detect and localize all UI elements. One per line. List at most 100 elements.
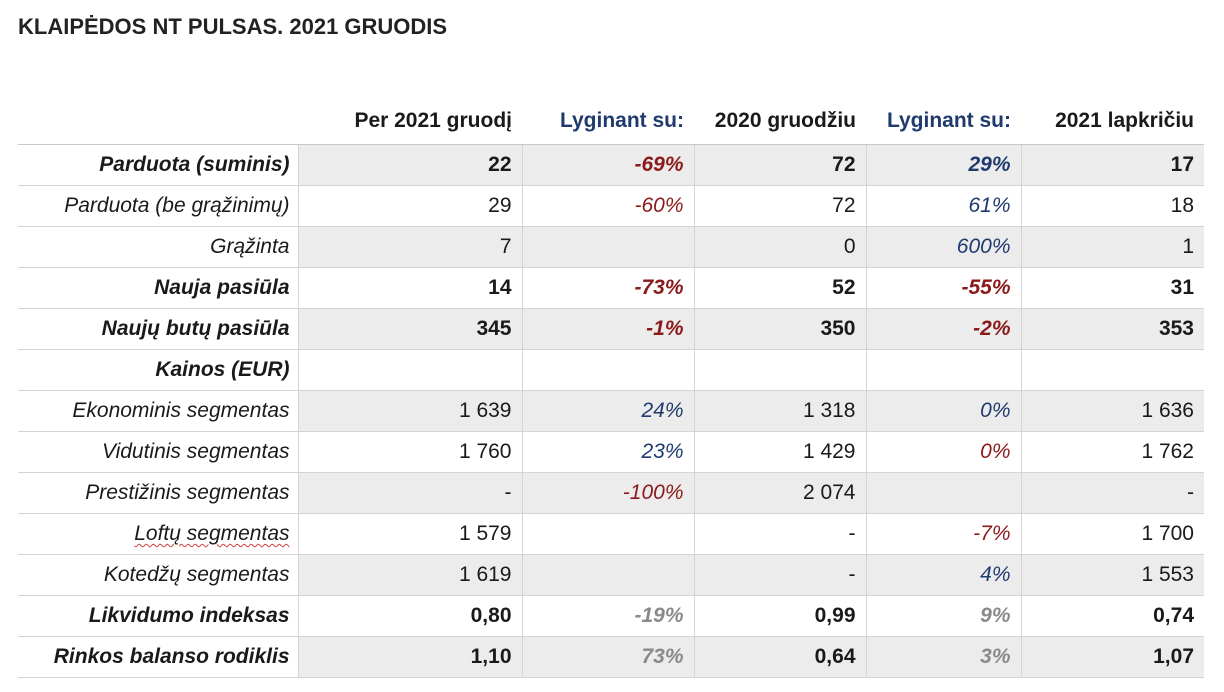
row-label-text: Grąžinta [210, 235, 290, 258]
cell-col-5: 1 762 [1020, 431, 1204, 473]
row-label-text: Prestižinis segmentas [85, 481, 290, 504]
table-row: Ekonominis segmentas 1 639 24% 1 318 0% 1 636 [18, 390, 1204, 432]
row-label: Kotedžų segmentas [18, 554, 298, 596]
cell-col-4: 29% [865, 144, 1021, 186]
cell-col-5: - [1020, 472, 1204, 514]
row-label: Loftų segmentas [18, 513, 298, 555]
header-compare-2: Lyginant su: [866, 98, 1021, 145]
cell-col-3: 350 [693, 308, 866, 350]
row-label-text: Nauja pasiūla [154, 276, 290, 299]
cell-col-2: 73% [521, 636, 694, 678]
row-label: Ekonominis segmentas [18, 390, 298, 432]
cell-col-5: 31 [1020, 267, 1204, 309]
table-row: Kainos (EUR) [18, 349, 1204, 391]
cell-col-2: -100% [521, 472, 694, 514]
cell-col-1: 1 579 [297, 513, 522, 555]
cell-col-1: 7 [297, 226, 522, 268]
table-row: Parduota (be grąžinimų) 29 -60% 72 61% 18 [18, 185, 1204, 227]
cell-col-2 [521, 349, 694, 391]
cell-col-4: -2% [865, 308, 1021, 350]
row-label: Vidutinis segmentas [18, 431, 298, 473]
cell-col-1: 0,80 [297, 595, 522, 637]
cell-col-2: 23% [521, 431, 694, 473]
cell-col-2: -69% [521, 144, 694, 186]
cell-col-2: -1% [521, 308, 694, 350]
cell-col-1: 1 639 [297, 390, 522, 432]
cell-col-4: -7% [865, 513, 1021, 555]
cell-col-1: 29 [297, 185, 522, 227]
row-label-text: Loftų segmentas [134, 522, 290, 545]
cell-col-5: 1 636 [1020, 390, 1204, 432]
cell-col-1: 14 [297, 267, 522, 309]
cell-col-1: - [297, 472, 522, 514]
cell-col-1: 1 619 [297, 554, 522, 596]
cell-col-4: 0% [865, 431, 1021, 473]
cell-col-1: 1 760 [297, 431, 522, 473]
cell-col-5: 1,07 [1020, 636, 1204, 678]
row-label-text: Ekonominis segmentas [72, 399, 290, 422]
cell-col-2 [521, 226, 694, 268]
cell-col-4: 600% [865, 226, 1021, 268]
row-label-text: Rinkos balanso rodiklis [53, 645, 290, 668]
cell-col-5: 353 [1020, 308, 1204, 350]
cell-col-5: 1 700 [1020, 513, 1204, 555]
cell-col-3: 72 [693, 185, 866, 227]
table-row: Kotedžų segmentas 1 619 -4% 1 553 [18, 554, 1204, 596]
table-row: Grąžinta 7 0 600% 1 [18, 226, 1204, 268]
row-label: Grąžinta [18, 226, 298, 268]
cell-col-3: 72 [693, 144, 866, 186]
cell-col-5: 0,74 [1020, 595, 1204, 637]
cell-col-2: -60% [521, 185, 694, 227]
row-label: Rinkos balanso rodiklis [18, 636, 298, 678]
cell-col-1: 345 [297, 308, 522, 350]
row-label-text: Parduota (suminis) [99, 153, 290, 176]
cell-col-3: 52 [693, 267, 866, 309]
row-label-text: Kainos (EUR) [155, 358, 290, 381]
row-label-text: Kotedžų segmentas [103, 563, 290, 586]
cell-col-5: 17 [1020, 144, 1204, 186]
row-label: Parduota (be grąžinimų) [18, 185, 298, 227]
row-label-text: Naujų butų pasiūla [101, 317, 290, 340]
table-row: Likvidumo indeksas 0,80 -19% 0,99 9% 0,74 [18, 595, 1204, 637]
cell-col-4 [865, 349, 1021, 391]
market-pulse-table: Per 2021 gruodį Lyginant su: 2020 gruodž… [18, 98, 1204, 678]
table-row: Loftų segmentas 1 579 - -7% 1 700 [18, 513, 1204, 555]
header-compare-1: Lyginant su: [522, 98, 694, 145]
row-label: Parduota (suminis) [18, 144, 298, 186]
table-row: Rinkos balanso rodiklis 1,10 73% 0,64 3% 1,07 [18, 636, 1204, 678]
row-label: Likvidumo indeksas [18, 595, 298, 637]
cell-col-2: -19% [521, 595, 694, 637]
cell-col-3: 0,99 [693, 595, 866, 637]
cell-col-5 [1020, 349, 1204, 391]
header-empty [18, 98, 298, 145]
header-last-year: 2020 gruodžiu [694, 98, 866, 145]
cell-col-4 [865, 472, 1021, 514]
cell-col-4: 4% [865, 554, 1021, 596]
row-label-text: Vidutinis segmentas [101, 440, 290, 463]
cell-col-3: 0,64 [693, 636, 866, 678]
cell-col-3: - [693, 513, 866, 555]
cell-col-5: 1 553 [1020, 554, 1204, 596]
cell-col-1: 1,10 [297, 636, 522, 678]
cell-col-3: 2 074 [693, 472, 866, 514]
page-title: KLAIPĖDOS NT PULSAS. 2021 GRUODIS [18, 14, 448, 39]
table-row: Vidutinis segmentas 1 760 23% 1 429 0% 1 762 [18, 431, 1204, 473]
cell-col-4: 0% [865, 390, 1021, 432]
table-row: Prestižinis segmentas - -100% 2 074- [18, 472, 1204, 514]
row-label: Nauja pasiūla [18, 267, 298, 309]
row-label: Kainos (EUR) [18, 349, 298, 391]
table-row: Parduota (suminis) 22 -69% 72 29% 17 [18, 144, 1204, 186]
cell-col-4: 61% [865, 185, 1021, 227]
table-row: Nauja pasiūla 14 -73% 52 -55% 31 [18, 267, 1204, 309]
row-label-text: Likvidumo indeksas [88, 604, 290, 627]
cell-col-5: 18 [1020, 185, 1204, 227]
cell-col-4: 3% [865, 636, 1021, 678]
cell-col-3 [693, 349, 866, 391]
table-row: Naujų butų pasiūla 345 -1% 350 -2% 353 [18, 308, 1204, 350]
cell-col-2: -73% [521, 267, 694, 309]
cell-col-3: 1 318 [693, 390, 866, 432]
cell-col-3: 1 429 [693, 431, 866, 473]
cell-col-5: 1 [1020, 226, 1204, 268]
cell-col-4: 9% [865, 595, 1021, 637]
header-last-month: 2021 lapkričiu [1021, 98, 1204, 145]
